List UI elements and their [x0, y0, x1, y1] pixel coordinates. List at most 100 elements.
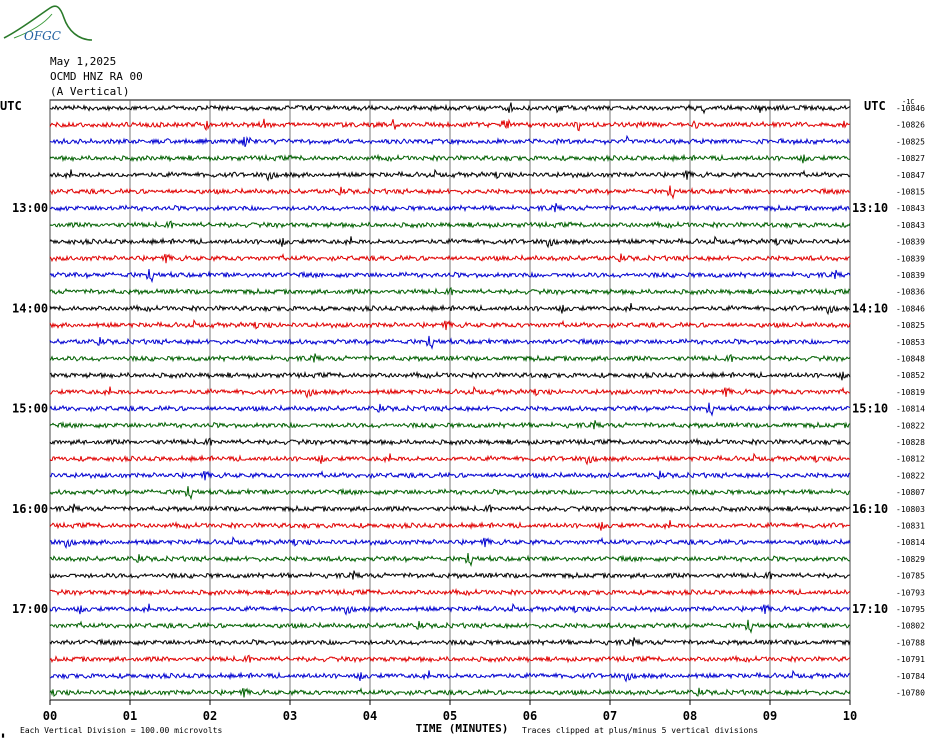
seismic-trace — [49, 470, 851, 481]
trace-offset-label: -10822 — [896, 421, 925, 430]
trace-offset-label: -10825 — [896, 321, 925, 330]
x-tick-label: 07 — [603, 709, 617, 723]
trace-offset-label: -10814 — [896, 405, 925, 414]
seismic-trace — [49, 552, 851, 568]
seismic-trace — [49, 437, 851, 447]
seismic-trace — [49, 220, 851, 230]
right-hour-label: 15:10 — [852, 402, 888, 416]
chart-labels: 00 01 02 03 04 05 06 07 08 09 10 -10846 -10826 -10825… — [0, 98, 925, 738]
logo-swoosh — [3, 5, 93, 41]
trace-offset-label: -10825 — [896, 137, 925, 146]
seismic-trace — [49, 252, 851, 264]
chart-grid — [49, 99, 851, 705]
logo: OFGC — [3, 5, 93, 43]
x-tick-label: 03 — [283, 709, 297, 723]
trace-offset-label: -10812 — [896, 455, 925, 464]
clipping-note: Traces clipped at plus/minus 5 vertical … — [522, 726, 758, 735]
component-label: (A Vertical) — [50, 85, 130, 98]
seismic-trace — [49, 570, 851, 580]
trace-offset-label: -10791 — [896, 655, 925, 664]
seismic-trace — [49, 654, 851, 664]
division-scale-note: Each Vertical Division = 100.00 microvol… — [20, 726, 222, 735]
trace-offset-label: -10846 — [896, 104, 925, 113]
seismic-trace — [49, 203, 851, 213]
seismic-trace — [49, 134, 851, 147]
trace-offset-label: -10839 — [896, 238, 925, 247]
seismic-trace — [49, 287, 851, 296]
x-tick-label: 10 — [843, 709, 857, 723]
left-hour-label: 14:00 — [12, 301, 48, 315]
left-hour-label: 13:00 — [12, 201, 48, 215]
trace-offset-label: -10848 — [896, 355, 925, 364]
left-hour-label: 15:00 — [12, 402, 48, 416]
trace-offset-label: -10826 — [896, 121, 925, 130]
trace-offset-label: -10827 — [896, 154, 925, 163]
trace-offset-label: -10836 — [896, 288, 925, 297]
right-timezone-label: UTC — [864, 99, 886, 113]
seismic-trace — [49, 385, 851, 399]
top-right-label: -1C — [902, 98, 915, 106]
seismic-trace — [49, 118, 850, 132]
x-tick-label: 02 — [203, 709, 217, 723]
seismic-trace — [49, 269, 851, 284]
trace-offset-label: -10839 — [896, 254, 925, 263]
seismic-trace — [49, 637, 851, 647]
trace-offset-label: -10807 — [896, 488, 925, 497]
trace-offset-label: -10839 — [896, 271, 925, 280]
trace-offset-label: -10831 — [896, 522, 925, 531]
left-timezone-label: UTC — [0, 99, 22, 113]
seismic-trace — [49, 318, 851, 331]
seismic-trace — [49, 185, 851, 200]
trace-offset-label: -10847 — [896, 171, 925, 180]
x-tick-label: 09 — [763, 709, 777, 723]
seismic-trace — [49, 587, 851, 597]
right-hour-label: 17:10 — [852, 602, 888, 616]
trace-offset-label: -10822 — [896, 471, 925, 480]
seismic-trace — [49, 402, 851, 417]
x-tick-label: 08 — [683, 709, 697, 723]
x-tick-label: 06 — [523, 709, 537, 723]
station-label: OCMD HNZ RA 00 — [50, 70, 143, 83]
trace-offset-label: -10795 — [896, 605, 925, 614]
trace-offset-label: -10788 — [896, 638, 925, 647]
right-hour-label: 16:10 — [852, 502, 888, 516]
trace-offset-label: -10846 — [896, 304, 925, 313]
seismic-trace — [49, 669, 851, 683]
trace-offset-label: -10780 — [896, 689, 925, 698]
x-tick-label: 05 — [443, 709, 457, 723]
traces — [49, 102, 851, 698]
seismic-trace — [49, 602, 851, 616]
x-tick-label: 00 — [43, 709, 57, 723]
seismic-trace — [49, 102, 851, 115]
trace-offset-label: -10803 — [896, 505, 925, 514]
seismic-trace — [49, 452, 851, 466]
x-tick-label: 01 — [123, 709, 137, 723]
trace-offset-label: -10828 — [896, 438, 925, 447]
seismic-trace — [49, 335, 851, 350]
x-axis-label: TIME (MINUTES) — [416, 722, 509, 735]
right-hour-label: 13:10 — [852, 201, 888, 215]
seismic-trace — [49, 619, 851, 634]
footer-mark: ▖ — [1, 730, 6, 738]
seismic-trace — [49, 153, 851, 164]
seismic-trace — [49, 168, 851, 182]
seismic-trace — [49, 370, 851, 381]
trace-offset-label: -10815 — [896, 188, 925, 197]
seismic-trace — [49, 687, 851, 698]
seismic-trace — [49, 520, 851, 531]
right-hour-label: 14:10 — [852, 301, 888, 315]
seismic-trace — [49, 486, 851, 501]
seismic-trace — [49, 420, 851, 430]
trace-offset-label: -10843 — [896, 204, 925, 213]
trace-offset-label: -10843 — [896, 221, 925, 230]
trace-offset-label: -10802 — [896, 622, 925, 631]
seismic-trace — [49, 235, 851, 249]
seismic-trace — [49, 503, 851, 514]
trace-offset-label: -10814 — [896, 538, 925, 547]
seismic-trace — [49, 303, 851, 316]
trace-offset-label: -10829 — [896, 555, 925, 564]
logo-text: OFGC — [24, 29, 61, 43]
trace-offset-label: -10852 — [896, 371, 925, 380]
trace-offset-label: -10785 — [896, 572, 925, 581]
